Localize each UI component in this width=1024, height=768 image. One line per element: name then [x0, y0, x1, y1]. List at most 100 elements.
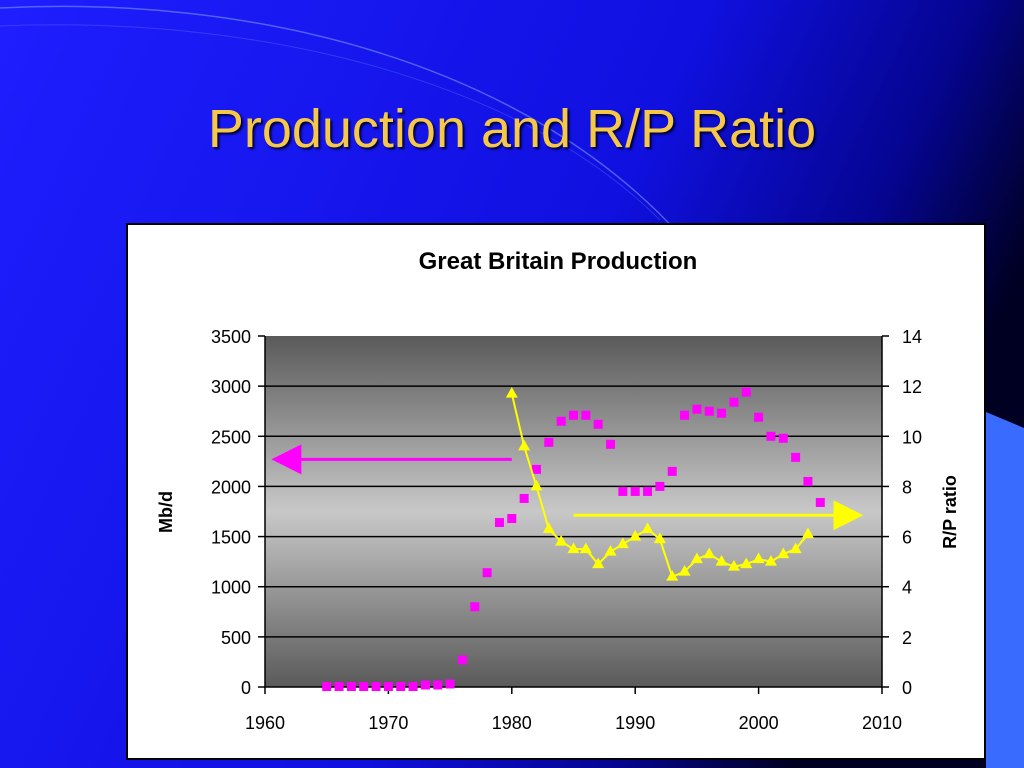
rp-ratio-point: [542, 522, 555, 534]
production-point: [581, 410, 591, 420]
production-point: [457, 655, 467, 665]
production-point: [791, 452, 801, 462]
production-point: [729, 397, 739, 407]
rp-ratio-point: [752, 552, 765, 564]
plot-area: [265, 336, 882, 687]
y-tick-label: 500: [221, 628, 251, 648]
production-point: [593, 419, 603, 429]
x-tick-label: 2000: [739, 713, 779, 733]
y-tick-label: 2000: [211, 477, 251, 497]
rp-ratio-point: [592, 557, 605, 569]
production-point: [606, 439, 616, 449]
rp-ratio-point: [740, 557, 753, 569]
rp-ratio-point: [727, 559, 740, 571]
production-point: [618, 486, 628, 496]
y-tick-label: 3500: [211, 327, 251, 347]
y2-tick-label: 0: [902, 678, 912, 698]
production-point: [717, 408, 727, 418]
production-point: [741, 387, 751, 397]
y2-tick-label: 2: [902, 628, 912, 648]
production-point: [655, 481, 665, 491]
production-point: [692, 404, 702, 414]
production-point: [778, 433, 788, 443]
rp-ratio-point: [579, 542, 592, 554]
production-point: [433, 680, 443, 690]
rp-ratio-point: [641, 522, 654, 534]
production-point: [630, 486, 640, 496]
y-tick-label: 1500: [211, 528, 251, 548]
production-point: [754, 412, 764, 422]
production-point: [408, 681, 418, 691]
x-tick-label: 1960: [245, 713, 285, 733]
y2-tick-label: 12: [902, 377, 922, 397]
production-series: [322, 387, 825, 691]
production-point: [643, 486, 653, 496]
production-point: [667, 466, 677, 476]
chart-title: Great Britain Production: [419, 248, 698, 275]
production-point: [519, 493, 529, 503]
rp-ratio-point: [653, 532, 666, 544]
rp-ratio-series: [505, 386, 814, 581]
rp-ratio-point: [505, 386, 518, 398]
production-point: [359, 681, 369, 691]
production-point: [494, 518, 504, 528]
y-tick-label: 0: [241, 678, 251, 698]
production-point: [482, 568, 492, 578]
rp-ratio-point: [801, 527, 814, 539]
production-point: [569, 410, 578, 420]
production-point: [396, 681, 406, 691]
rp-ratio-point: [616, 537, 629, 549]
rp-ratio-point: [567, 542, 580, 554]
background-swoosh: [0, 5, 681, 236]
background-accent-shape: [986, 412, 1024, 768]
production-point: [680, 410, 690, 420]
rp-ratio-point: [604, 544, 617, 556]
x-tick-label: 1970: [368, 713, 408, 733]
production-point: [470, 602, 480, 612]
production-point: [531, 464, 541, 474]
production-point: [815, 497, 825, 507]
y2-tick-labels: 0 2 4 6 8 10 12 14: [902, 327, 922, 698]
production-point: [322, 681, 332, 691]
y2-tick-label: 6: [902, 528, 912, 548]
y-axis-label: Mb/d: [156, 491, 176, 533]
rp-ratio-point: [777, 547, 790, 559]
rp-ratio-point: [555, 534, 568, 546]
y-tick-label: 3000: [211, 377, 251, 397]
slide-title: Production and R/P Ratio: [207, 99, 817, 159]
y-tick-labels: 0 500 1000 1500 2000 2500 3000 3500: [211, 327, 251, 698]
production-point: [803, 476, 813, 486]
chart-panel: Great Britain Production 1960 1970 1980 199…: [126, 223, 986, 760]
x-tick-label: 2010: [862, 713, 902, 733]
annotations: [271, 444, 864, 531]
production-point: [383, 681, 393, 691]
production-point: [544, 437, 554, 447]
production-point: [507, 514, 517, 524]
rp-ratio-point: [530, 479, 543, 491]
x-tick-labels: 1960 1970 1980 1990 2000 2010: [245, 713, 902, 733]
rp-ratio-point: [715, 554, 728, 566]
y2-tick-label: 14: [902, 327, 922, 347]
chart: Great Britain Production 1960 1970 1980 199…: [156, 248, 960, 733]
production-point: [556, 416, 566, 426]
y2-tick-label: 8: [902, 477, 912, 497]
rp-ratio-point: [518, 439, 531, 451]
y-tick-label: 2500: [211, 427, 251, 447]
production-point: [346, 681, 356, 691]
series-layer: [322, 386, 825, 691]
production-point: [371, 681, 381, 691]
rp-ratio-point: [789, 542, 802, 554]
production-point: [445, 679, 455, 689]
x-tick-label: 1980: [492, 713, 532, 733]
y2-tick-label: 10: [902, 427, 922, 447]
rp-ratio-point: [678, 565, 691, 576]
rp-ratio-point: [764, 554, 777, 566]
background-swoosh-secondary: [0, 24, 661, 221]
rp-ratio-point: [703, 547, 716, 559]
production-point: [704, 406, 714, 416]
x-tick-label: 1990: [615, 713, 655, 733]
rp-ratio-point: [666, 570, 679, 581]
y2-tick-label: 4: [902, 578, 912, 598]
rp-ratio-point: [629, 529, 642, 541]
